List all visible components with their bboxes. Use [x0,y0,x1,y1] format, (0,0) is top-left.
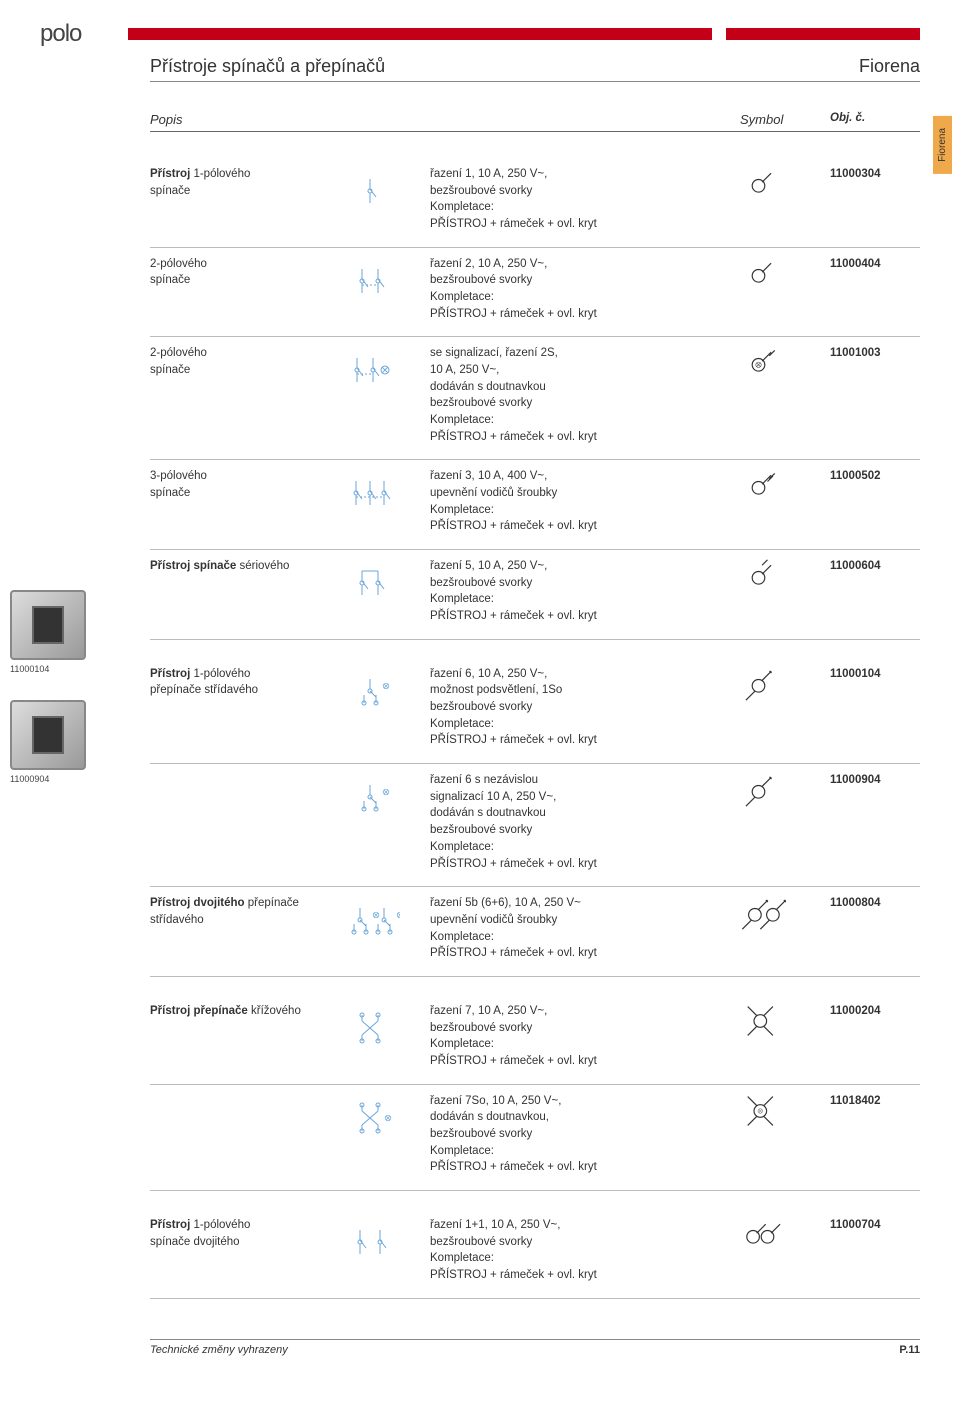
order-number: 11000604 [830,558,920,625]
table-row: Přístroj 1-pólovéhopřepínače střídavéhoř… [150,658,920,764]
wiring-diagram-icon [340,1003,400,1053]
header-popis: Popis [150,112,340,127]
order-number: 11000704 [830,1217,920,1284]
top-bar: polo [40,20,920,48]
table-row: Přístroj spínače sériovéhořazení 5, 10 A… [150,550,920,640]
table-row: Přístroj přepínače křížovéhořazení 7, 10… [150,995,920,1085]
order-number: 11000104 [830,666,920,749]
wiring-diagram-icon [340,558,400,608]
wiring-diagram-icon [340,166,400,216]
header-symbol: Symbol [740,112,830,127]
thumbnail-caption: 11000904 [10,774,96,784]
table-row: 3-pólovéhospínačeřazení 3, 10 A, 400 V~,… [150,460,920,550]
mechanism-image [10,590,86,660]
footer: Technické změny vyhrazeny P.11 [150,1339,920,1356]
wiring-diagram-icon [340,256,400,306]
order-number: 11000502 [830,468,920,535]
symbol-icon [740,666,786,702]
order-number: 11018402 [830,1093,920,1176]
symbol-icon [740,256,786,292]
side-tab: Fiorena [933,116,952,174]
red-bar-right [726,28,921,40]
table-header: Popis Symbol Obj. č. [150,112,920,132]
red-bar-left [128,28,712,40]
order-number: 11000904 [830,772,920,872]
order-number: 11000304 [830,166,920,233]
brand-name: Fiorena [859,56,920,77]
order-number: 11000404 [830,256,920,323]
table-row: 2-pólovéhospínačese signalizací, řazení … [150,337,920,460]
thumbnail-caption: 11000104 [10,664,96,674]
order-number: 11000204 [830,1003,920,1070]
symbol-icon [740,166,786,202]
symbol-icon [740,895,786,931]
red-bar-gap [712,28,726,40]
footer-note: Technické změny vyhrazeny [150,1344,288,1356]
symbol-icon [740,1003,786,1039]
symbol-icon [740,772,786,808]
header-obj: Obj. č. [830,112,920,127]
table-row: Přístroj 1-pólovéhospínačeřazení 1, 10 A… [150,158,920,248]
mechanism-image [10,700,86,770]
symbol-icon [740,558,786,594]
product-thumbnail: 11000904 [10,700,96,784]
title-bar: Přístroje spínačů a přepínačů Fiorena [150,50,920,82]
symbol-icon [740,468,786,504]
table-row: řazení 6 s nezávislousignalizací 10 A, 2… [150,764,920,887]
order-number: 11000804 [830,895,920,962]
wiring-diagram-icon [340,345,400,395]
wiring-diagram-icon [340,772,400,822]
symbol-icon [740,1217,786,1253]
product-thumbnail: 11000104 [10,590,96,674]
symbol-icon [740,1093,786,1129]
footer-page: P.11 [899,1344,920,1356]
order-number: 11001003 [830,345,920,445]
table-row: řazení 7So, 10 A, 250 V~,dodáván s doutn… [150,1085,920,1191]
wiring-diagram-icon [340,666,400,716]
table-row: Přístroj 1-pólovéhospínače dvojitéhořaze… [150,1209,920,1299]
wiring-diagram-icon [340,1217,400,1267]
symbol-icon [740,345,786,381]
wiring-diagram-icon [340,468,400,518]
wiring-diagram-icon [340,1093,400,1143]
table-row: Přístroj dvojitého přepínače střídavéhoř… [150,887,920,977]
logo: polo [40,20,120,48]
wiring-diagram-icon [340,895,400,945]
page-title: Přístroje spínačů a přepínačů [150,56,385,77]
table-row: 2-pólovéhospínačeřazení 2, 10 A, 250 V~,… [150,248,920,338]
